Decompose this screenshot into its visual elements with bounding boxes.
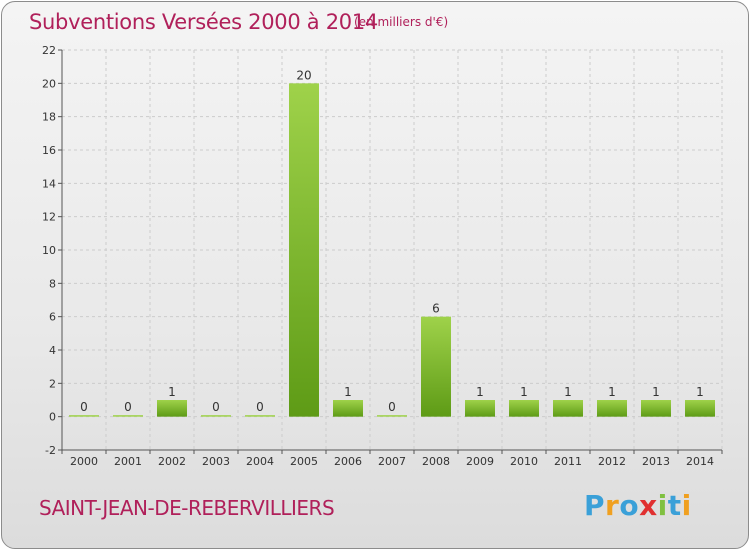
y-tick-label: 8 (49, 277, 56, 290)
bar (421, 316, 451, 417)
bar (641, 400, 671, 417)
y-tick-label: 12 (42, 211, 56, 224)
x-tick-label: 2008 (422, 455, 450, 468)
unit-note: (en milliers d'€) (354, 15, 449, 29)
data-label: 0 (212, 400, 220, 414)
bar (289, 83, 319, 417)
commune-name: SAINT-JEAN-DE-REBERVILLIERS (39, 496, 335, 520)
y-tick-label: 6 (49, 311, 56, 324)
bar (509, 400, 539, 417)
data-label: 0 (388, 400, 396, 414)
data-labels: 0 0 1 0 0 20 1 0 6 1 1 1 1 1 1 (80, 68, 704, 414)
data-label: 20 (296, 68, 311, 82)
data-label: 6 (432, 302, 440, 316)
x-tick-label: 2004 (246, 455, 274, 468)
data-label: 1 (608, 385, 616, 399)
bar (685, 400, 715, 417)
x-tick-label: 2010 (510, 455, 538, 468)
y-tick-label: 10 (42, 244, 56, 257)
data-label: 1 (520, 385, 528, 399)
bar (245, 415, 275, 417)
logo-letter: i (681, 489, 692, 522)
x-tick-label: 2009 (466, 455, 494, 468)
x-tick-label: 2005 (290, 455, 318, 468)
logo-letter: x (639, 489, 658, 522)
logo-letter: P (584, 489, 606, 522)
data-label: 0 (80, 400, 88, 414)
x-tick-label: 2003 (202, 455, 230, 468)
y-tick-label: 14 (42, 177, 56, 190)
x-tick-label: 2001 (114, 455, 142, 468)
bar (553, 400, 583, 417)
bar (201, 415, 231, 417)
bar (69, 415, 99, 417)
logo-letter: o (619, 489, 640, 522)
data-label: 1 (696, 385, 704, 399)
y-tick-label: 16 (42, 144, 56, 157)
y-tick-label: 20 (42, 77, 56, 90)
x-tick-label: 2012 (598, 455, 626, 468)
bar (377, 415, 407, 417)
bar (113, 415, 143, 417)
data-label: 1 (652, 385, 660, 399)
x-tick-label: 2011 (554, 455, 582, 468)
data-label: 1 (344, 385, 352, 399)
bar (157, 400, 187, 417)
data-label: 1 (168, 385, 176, 399)
bars (69, 83, 715, 417)
x-tick-label: 2013 (642, 455, 670, 468)
y-tick-label: 4 (49, 344, 56, 357)
y-tick-label: 2 (49, 377, 56, 390)
chart-title: Subventions Versées 2000 à 2014 (29, 10, 378, 34)
bar (333, 400, 363, 417)
data-label: 1 (476, 385, 484, 399)
y-tick-label: -2 (45, 444, 56, 457)
data-label: 0 (256, 400, 264, 414)
logo-letter: i (657, 489, 668, 522)
logo-letter: r (605, 489, 620, 522)
y-tick-label: 18 (42, 111, 56, 124)
x-tick-label: 2006 (334, 455, 362, 468)
grid-lines (61, 49, 723, 451)
bar (597, 400, 627, 417)
data-label: 0 (124, 400, 132, 414)
x-tick-label: 2000 (70, 455, 98, 468)
data-label: 1 (564, 385, 572, 399)
x-tick-label: 2002 (158, 455, 186, 468)
proxiti-logo[interactable]: Proxiti (584, 489, 692, 522)
y-tick-label: 0 (49, 411, 56, 424)
x-tick-label: 2007 (378, 455, 406, 468)
x-tick-label: 2014 (686, 455, 714, 468)
bar (465, 400, 495, 417)
y-tick-label: 22 (42, 44, 56, 57)
logo-letter: t (667, 489, 682, 522)
